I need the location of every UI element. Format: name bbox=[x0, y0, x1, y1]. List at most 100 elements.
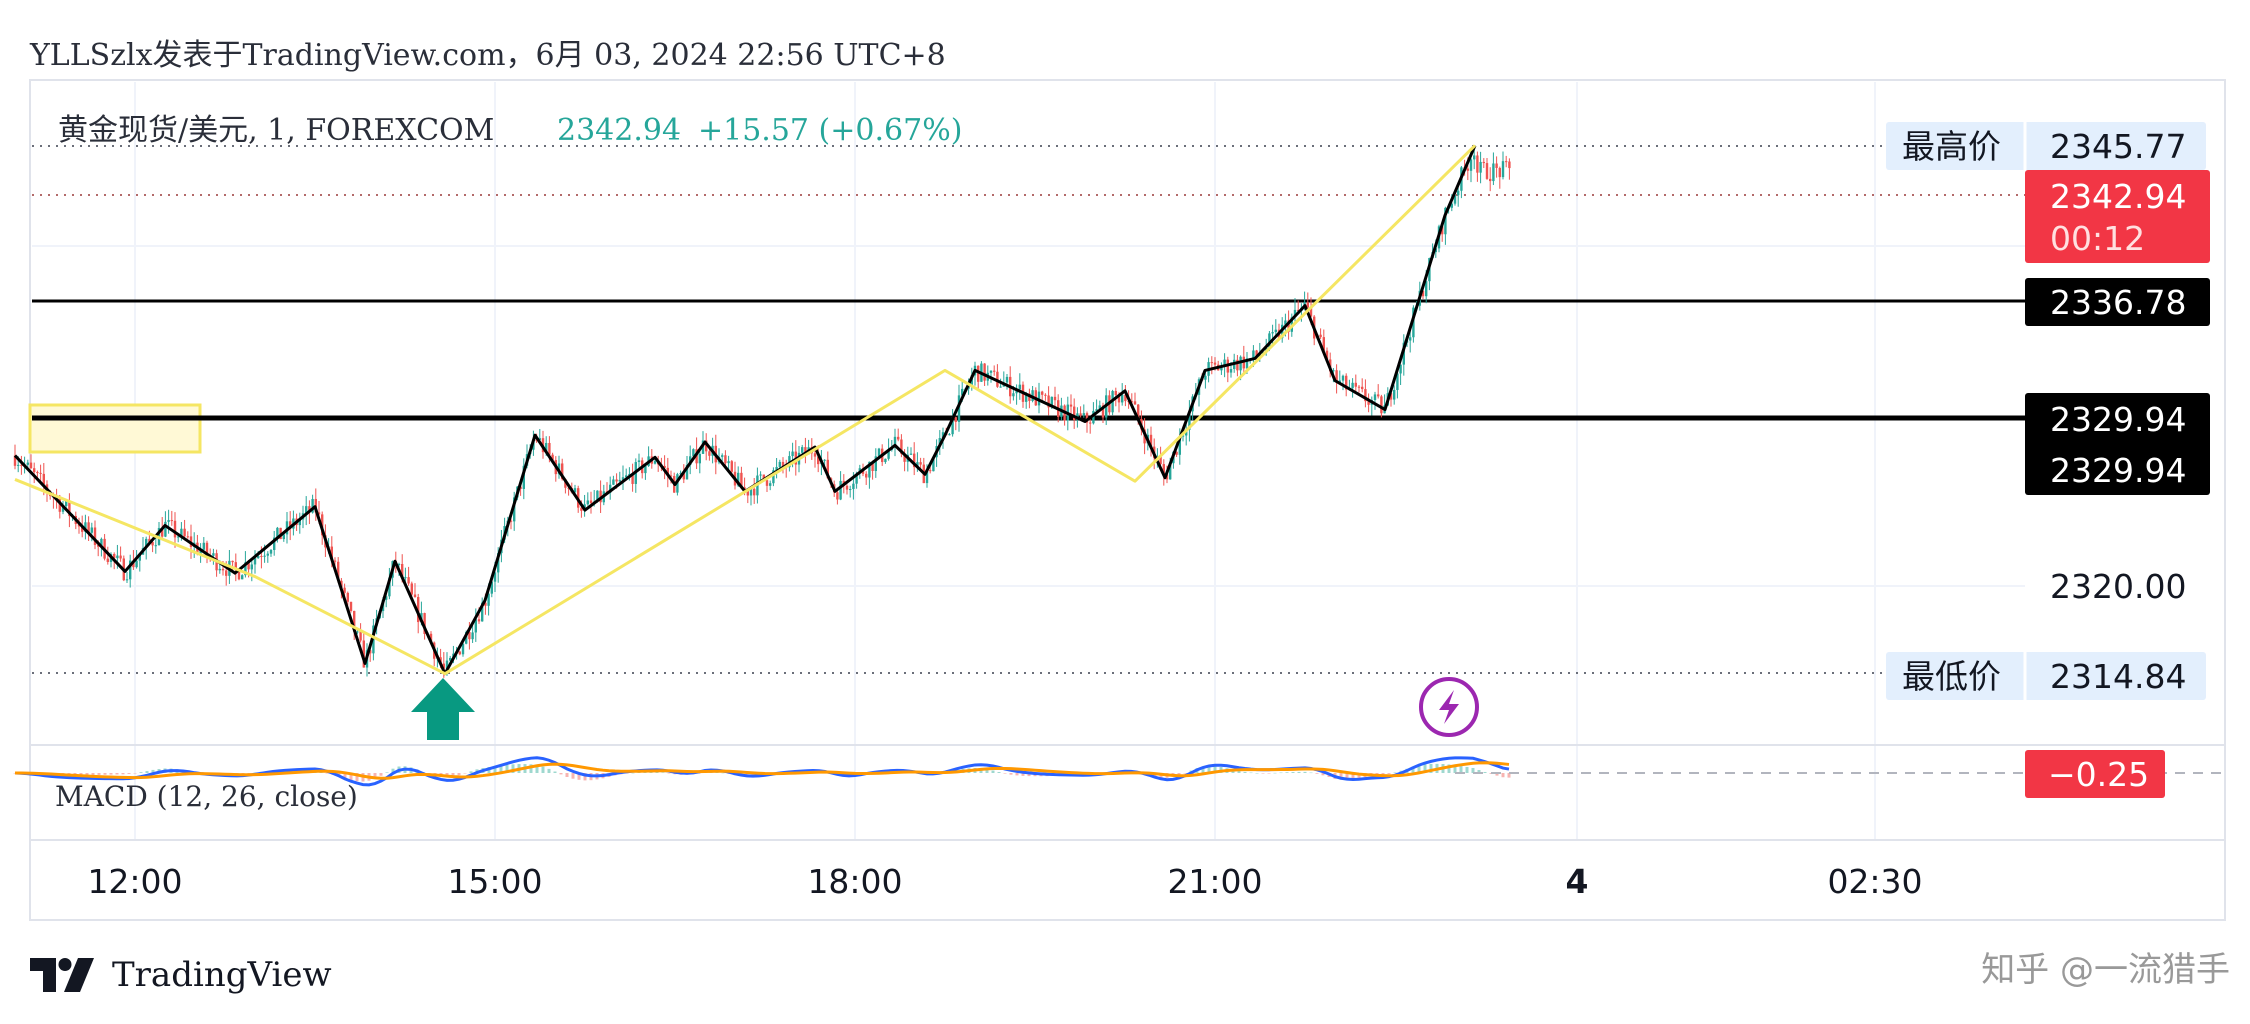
candle-body bbox=[1476, 155, 1479, 173]
candle-body bbox=[679, 473, 682, 475]
macd-histogram-bar bbox=[97, 773, 101, 775]
candle-body bbox=[1149, 434, 1153, 447]
macd-histogram-bar bbox=[457, 773, 461, 776]
candle-body bbox=[129, 560, 132, 580]
candle-body bbox=[596, 490, 599, 502]
macd-histogram-bar bbox=[997, 771, 1001, 773]
candle-body bbox=[1469, 159, 1473, 171]
candle-body bbox=[759, 474, 762, 476]
macd-histogram-bar bbox=[1387, 773, 1391, 774]
macd-histogram-bar bbox=[655, 772, 659, 773]
candle-body bbox=[669, 475, 673, 477]
candle-body bbox=[685, 464, 689, 480]
candle-body bbox=[154, 545, 157, 547]
candle-body bbox=[1482, 161, 1485, 164]
candle-body bbox=[58, 498, 61, 512]
candle-body bbox=[913, 453, 916, 468]
candle-body bbox=[413, 594, 417, 598]
candle-body bbox=[884, 458, 887, 463]
candle-body bbox=[1421, 290, 1425, 297]
zigzag-line-yellow[interactable] bbox=[14, 144, 1477, 676]
candle-body bbox=[458, 651, 461, 655]
candle-body bbox=[666, 467, 669, 476]
candle-body bbox=[349, 601, 353, 611]
candle-body bbox=[167, 520, 170, 522]
candle-body bbox=[1178, 436, 1181, 455]
price-tick-label: 2320.00 bbox=[2050, 567, 2186, 606]
macd-histogram-bar bbox=[583, 773, 587, 781]
candle-body bbox=[1399, 364, 1402, 374]
candle-body bbox=[1441, 226, 1444, 235]
macd-histogram-bar bbox=[571, 773, 575, 779]
macd-histogram-bar bbox=[1447, 764, 1451, 773]
macd-histogram-bar bbox=[1495, 773, 1499, 776]
candle-body bbox=[1181, 435, 1185, 437]
candle-body bbox=[359, 631, 362, 641]
candle-body bbox=[1044, 394, 1047, 396]
macd-histogram-bar bbox=[1321, 773, 1325, 776]
candle-body bbox=[164, 521, 167, 537]
candle-body bbox=[401, 563, 404, 578]
candle-body bbox=[954, 417, 957, 422]
macd-histogram-bar bbox=[1267, 773, 1271, 774]
candle-body bbox=[612, 479, 615, 485]
candle-body bbox=[1508, 161, 1511, 169]
candle-body bbox=[1457, 190, 1460, 196]
supply-zone[interactable] bbox=[28, 403, 202, 454]
up-arrow-icon bbox=[411, 678, 475, 740]
candle-body bbox=[625, 475, 628, 478]
candle-body bbox=[839, 480, 842, 500]
macd-histogram-bar bbox=[1411, 766, 1415, 773]
candle-body bbox=[1345, 375, 1348, 390]
candle-body bbox=[941, 432, 945, 439]
support-level-value-2: 2329.94 bbox=[2050, 451, 2186, 490]
candle-body bbox=[353, 610, 356, 632]
candle-body bbox=[1175, 451, 1178, 455]
macd-histogram-bar bbox=[1255, 772, 1259, 774]
candle-body bbox=[199, 549, 202, 554]
candle-body bbox=[253, 558, 257, 565]
time-axis[interactable]: 12:00 15:00 18:00 21:00 4 02:30 bbox=[87, 862, 1922, 901]
candle-body bbox=[1114, 391, 1117, 395]
candle-body bbox=[218, 568, 221, 571]
macd-histogram-bar bbox=[1273, 772, 1277, 774]
candle-body bbox=[813, 453, 817, 457]
resistance-level-tag: 2336.78 bbox=[2025, 278, 2210, 326]
candle-body bbox=[925, 470, 929, 484]
candle-body bbox=[1210, 362, 1213, 364]
macd-histogram-bar bbox=[1345, 773, 1349, 780]
candle-body bbox=[1293, 309, 1297, 318]
vertical-grid bbox=[134, 82, 1876, 840]
candle-body bbox=[305, 506, 308, 514]
macd-histogram-bar bbox=[1237, 770, 1241, 773]
candle-body bbox=[1367, 401, 1370, 405]
macd-histogram-bar bbox=[343, 773, 347, 780]
candle-body bbox=[487, 593, 490, 606]
candle-body bbox=[1095, 409, 1098, 411]
macd-histogram-bar bbox=[1243, 771, 1247, 773]
candle-body bbox=[308, 506, 311, 513]
candle-body bbox=[599, 490, 602, 503]
candle-body bbox=[404, 577, 407, 579]
time-tick-0: 12:00 bbox=[87, 862, 182, 901]
candle-body bbox=[903, 453, 906, 462]
candle-body bbox=[317, 512, 321, 515]
candle-body bbox=[708, 451, 711, 456]
candle-body bbox=[1380, 396, 1383, 414]
candle-body bbox=[29, 462, 33, 469]
macd-histogram-bar bbox=[469, 771, 473, 773]
tradingview-logo[interactable]: TradingView bbox=[30, 955, 332, 995]
candle-body bbox=[138, 554, 141, 561]
candle-body bbox=[509, 520, 513, 522]
macd-histogram-bar bbox=[667, 773, 671, 774]
zigzag-line-black[interactable] bbox=[13, 144, 1477, 676]
candle-body bbox=[1050, 396, 1053, 408]
candle-body bbox=[13, 455, 17, 466]
candle-body bbox=[874, 456, 877, 471]
lightning-icon[interactable] bbox=[1419, 677, 1479, 737]
candle-body bbox=[1041, 391, 1044, 395]
candle-body bbox=[548, 442, 551, 455]
candle-body bbox=[586, 500, 589, 505]
candle-body bbox=[1165, 474, 1169, 480]
